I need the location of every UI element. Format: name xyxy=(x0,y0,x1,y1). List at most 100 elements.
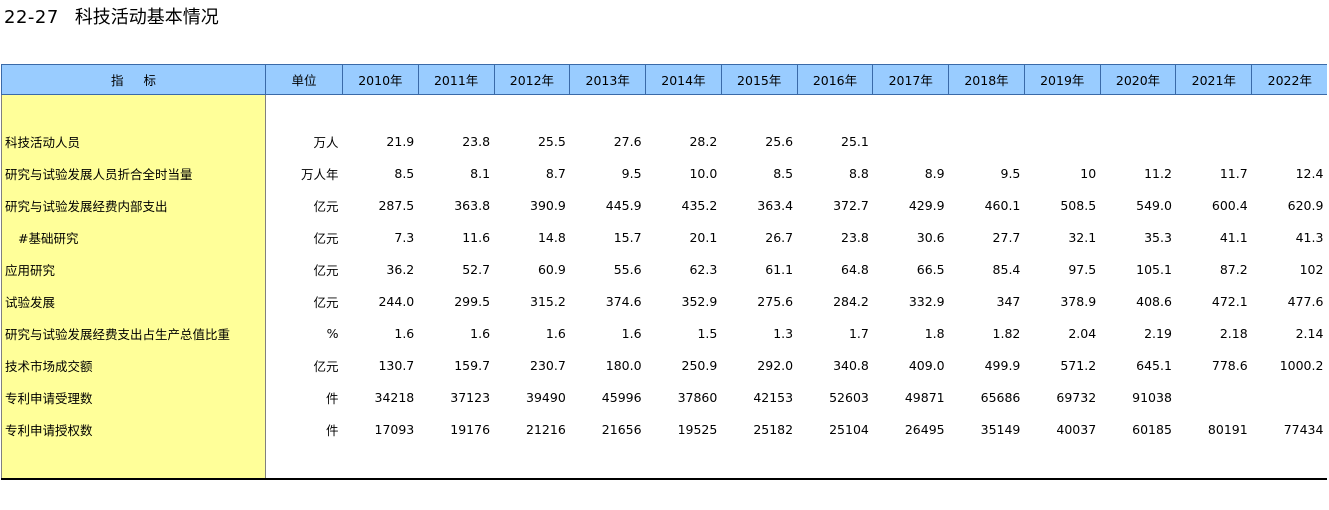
value-cell: 25.5 xyxy=(537,133,566,149)
value-cell: 409.0 xyxy=(908,357,945,373)
value-cell: 429.9 xyxy=(908,197,945,213)
value-cell: 60.9 xyxy=(537,261,566,277)
value-cell: 11.2 xyxy=(1144,165,1172,181)
value-cell: 80191 xyxy=(1207,421,1248,437)
value-cell: 2.04 xyxy=(1068,325,1097,341)
value-cell: 32.1 xyxy=(1068,229,1097,245)
value-cell: 600.4 xyxy=(1211,197,1248,213)
data-table: 指标 单位 2010年 2011年 2012年 2013年 2014年 2015年 2016… xyxy=(1,64,1328,480)
value-cell: 25104 xyxy=(829,421,869,437)
value-cell: 11.7 xyxy=(1219,165,1248,181)
value-cell: 284.2 xyxy=(833,293,869,309)
header-row: 指标 单位 2010年 2011年 2012年 2013年 2014年 2015年 2016… xyxy=(1,64,1328,95)
value-cell: 1.6 xyxy=(545,325,566,341)
row-label: 研究与试验发展人员折合全时当量 xyxy=(1,157,266,189)
value-cell: 2.19 xyxy=(1144,325,1172,341)
value-cell: 620.9 xyxy=(1287,197,1324,213)
value-cell xyxy=(1176,381,1252,413)
table-row: 研究与试验发展经费支出占生产总值比重% 1.6 1.6 1.6 1.6 1.5 1.3 1.7… xyxy=(1,317,1328,349)
value-cell: 508.5 xyxy=(1060,197,1097,213)
header-year: 2018年 xyxy=(948,64,1025,95)
value-cell: 45996 xyxy=(601,389,642,405)
value-cell: 8.9 xyxy=(924,165,945,181)
value-cell: 23.8 xyxy=(841,229,869,245)
value-cell: 62.3 xyxy=(689,261,718,277)
table-body: 科技活动人员 万人 21.9 23.8 25.5 27.6 28.2 25.6 25.1 研究与试… xyxy=(1,94,1328,480)
header-year: 2016年 xyxy=(797,64,874,95)
value-cell: 30.6 xyxy=(916,229,945,245)
header-year: 2013年 xyxy=(569,64,647,95)
value-cell: 130.7 xyxy=(378,357,415,373)
value-cell: 1.6 xyxy=(394,325,415,341)
value-cell: 10 xyxy=(1080,165,1097,181)
header-indicator: 指标 xyxy=(1,64,266,95)
spacer-row xyxy=(1,445,1328,480)
value-cell: 65686 xyxy=(980,389,1021,405)
table-row: 研究与试验发展经费内部支出 亿元 287.5 363.8 390.9 445.9 435.2… xyxy=(1,189,1328,221)
value-cell: 61.1 xyxy=(765,261,794,277)
value-cell: 8.8 xyxy=(848,165,869,181)
value-cell: 64.8 xyxy=(841,261,869,277)
value-cell: 40037 xyxy=(1056,421,1097,437)
value-cell: 292.0 xyxy=(757,357,794,373)
value-cell: 645.1 xyxy=(1136,357,1172,373)
value-cell: 549.0 xyxy=(1136,197,1172,213)
value-cell: 60185 xyxy=(1132,421,1172,437)
value-cell: 372.7 xyxy=(833,197,869,213)
value-cell: 299.5 xyxy=(454,293,491,309)
value-cell: 7.3 xyxy=(394,229,415,245)
value-cell: 390.9 xyxy=(530,197,566,213)
row-unit: % xyxy=(326,325,339,341)
value-cell: 230.7 xyxy=(530,357,566,373)
value-cell: 17093 xyxy=(374,421,415,437)
value-cell: 21216 xyxy=(526,421,566,437)
table-title: 科技活动基本情况 xyxy=(74,7,219,28)
value-cell: 8.7 xyxy=(545,165,566,181)
value-cell: 11.6 xyxy=(462,229,491,245)
value-cell: 363.8 xyxy=(454,197,491,213)
value-cell: 19176 xyxy=(450,421,491,437)
value-cell xyxy=(1024,125,1100,157)
value-cell: 49871 xyxy=(904,389,945,405)
value-cell: 499.9 xyxy=(984,357,1021,373)
value-cell: 244.0 xyxy=(378,293,415,309)
value-cell xyxy=(1100,125,1176,157)
header-year: 2017年 xyxy=(872,64,950,95)
value-cell: 85.4 xyxy=(992,261,1021,277)
value-cell: 26495 xyxy=(904,421,945,437)
table-header: 指标 单位 2010年 2011年 2012年 2013年 2014年 2015年 2016… xyxy=(1,64,1328,95)
value-cell: 460.1 xyxy=(984,197,1021,213)
value-cell: 2.18 xyxy=(1219,325,1248,341)
value-cell: 8.1 xyxy=(470,165,491,181)
value-cell: 9.5 xyxy=(1000,165,1021,181)
value-cell: 1.5 xyxy=(697,325,718,341)
value-cell: 52.7 xyxy=(462,261,491,277)
value-cell: 250.9 xyxy=(681,357,718,373)
value-cell: 2.14 xyxy=(1295,325,1324,341)
value-cell: 42153 xyxy=(753,389,794,405)
value-cell: 10.0 xyxy=(689,165,718,181)
value-cell: 25.6 xyxy=(765,133,794,149)
row-unit: 亿元 xyxy=(313,230,339,246)
value-cell: 1.6 xyxy=(470,325,491,341)
header-year: 2021年 xyxy=(1175,64,1253,95)
value-cell: 340.8 xyxy=(833,357,869,373)
value-cell: 15.7 xyxy=(613,229,642,245)
value-cell: 35.3 xyxy=(1144,229,1172,245)
row-unit: 万人 xyxy=(313,134,339,150)
row-unit: 亿元 xyxy=(313,198,339,214)
value-cell: 37123 xyxy=(450,389,491,405)
indicator-cell-empty xyxy=(1,445,266,480)
value-cell: 21656 xyxy=(601,421,642,437)
header-year: 2015年 xyxy=(721,64,798,95)
value-cell: 91038 xyxy=(1132,389,1172,405)
value-cell: 275.6 xyxy=(757,293,794,309)
value-cell: 52603 xyxy=(829,389,869,405)
value-cell: 778.6 xyxy=(1211,357,1248,373)
value-cell xyxy=(1252,125,1328,157)
value-cell xyxy=(873,125,949,157)
row-unit: 亿元 xyxy=(313,262,339,278)
value-cell: 55.6 xyxy=(613,261,642,277)
value-cell: 445.9 xyxy=(605,197,642,213)
value-cell: 1.82 xyxy=(992,325,1021,341)
